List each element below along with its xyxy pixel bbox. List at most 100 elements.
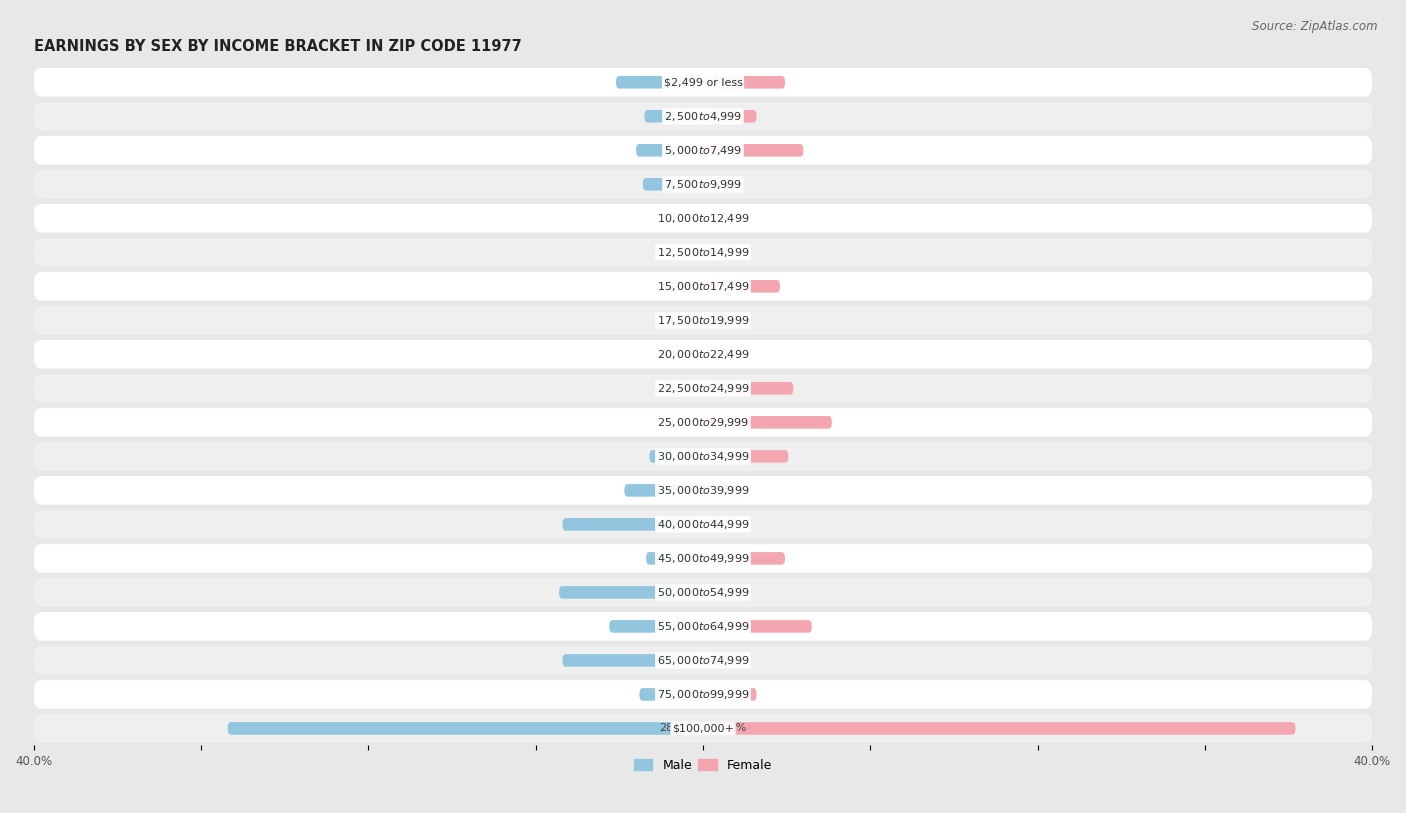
FancyBboxPatch shape: [616, 76, 703, 89]
FancyBboxPatch shape: [34, 646, 1372, 675]
Text: 0.7%: 0.7%: [711, 247, 740, 258]
FancyBboxPatch shape: [683, 246, 703, 259]
Text: $20,000 to $22,499: $20,000 to $22,499: [657, 348, 749, 361]
Text: 2.6%: 2.6%: [711, 655, 740, 665]
Text: 0.45%: 0.45%: [659, 350, 695, 359]
Text: 2.5%: 2.5%: [666, 281, 695, 291]
Text: 35.4%: 35.4%: [711, 724, 747, 733]
FancyBboxPatch shape: [703, 178, 730, 190]
FancyBboxPatch shape: [34, 578, 1372, 606]
Text: 8.4%: 8.4%: [666, 520, 695, 529]
FancyBboxPatch shape: [647, 552, 703, 565]
FancyBboxPatch shape: [703, 552, 785, 565]
FancyBboxPatch shape: [34, 442, 1372, 471]
FancyBboxPatch shape: [703, 620, 811, 633]
FancyBboxPatch shape: [34, 476, 1372, 505]
Text: 0.0%: 0.0%: [711, 213, 740, 224]
Text: $12,500 to $14,999: $12,500 to $14,999: [657, 246, 749, 259]
FancyBboxPatch shape: [703, 110, 756, 123]
FancyBboxPatch shape: [562, 518, 703, 531]
FancyBboxPatch shape: [34, 306, 1372, 335]
Text: 2.3%: 2.3%: [711, 315, 740, 325]
FancyBboxPatch shape: [34, 408, 1372, 437]
FancyBboxPatch shape: [661, 280, 703, 293]
FancyBboxPatch shape: [703, 450, 789, 463]
FancyBboxPatch shape: [34, 374, 1372, 402]
Text: 1.6%: 1.6%: [711, 180, 740, 189]
Text: 0.0%: 0.0%: [711, 350, 740, 359]
FancyBboxPatch shape: [562, 654, 703, 667]
Text: $25,000 to $29,999: $25,000 to $29,999: [657, 416, 749, 429]
FancyBboxPatch shape: [703, 722, 1295, 735]
Text: $100,000+: $100,000+: [672, 724, 734, 733]
Text: 2.5%: 2.5%: [711, 588, 740, 598]
Text: 28.4%: 28.4%: [659, 724, 695, 733]
FancyBboxPatch shape: [697, 212, 703, 224]
Text: $15,000 to $17,499: $15,000 to $17,499: [657, 280, 749, 293]
Text: 5.6%: 5.6%: [666, 621, 695, 632]
FancyBboxPatch shape: [636, 144, 703, 157]
FancyBboxPatch shape: [703, 654, 747, 667]
Text: $10,000 to $12,499: $10,000 to $12,499: [657, 212, 749, 225]
FancyBboxPatch shape: [624, 484, 703, 497]
Text: 3.6%: 3.6%: [666, 180, 695, 189]
Text: $5,000 to $7,499: $5,000 to $7,499: [664, 144, 742, 157]
FancyBboxPatch shape: [34, 238, 1372, 267]
Text: 5.1%: 5.1%: [711, 451, 740, 461]
Text: $55,000 to $64,999: $55,000 to $64,999: [657, 620, 749, 633]
Text: 3.2%: 3.2%: [666, 451, 695, 461]
Text: 8.6%: 8.6%: [666, 588, 695, 598]
Text: 1.2%: 1.2%: [666, 247, 695, 258]
Text: $2,499 or less: $2,499 or less: [664, 77, 742, 87]
FancyBboxPatch shape: [703, 246, 714, 259]
Text: EARNINGS BY SEX BY INCOME BRACKET IN ZIP CODE 11977: EARNINGS BY SEX BY INCOME BRACKET IN ZIP…: [34, 39, 522, 54]
Text: 3.2%: 3.2%: [711, 111, 740, 121]
FancyBboxPatch shape: [34, 612, 1372, 641]
Text: 2.3%: 2.3%: [711, 485, 740, 495]
FancyBboxPatch shape: [703, 144, 803, 157]
FancyBboxPatch shape: [668, 314, 703, 327]
Text: 4.0%: 4.0%: [666, 146, 695, 155]
Text: 4.9%: 4.9%: [711, 77, 740, 87]
Text: 0.34%: 0.34%: [659, 213, 695, 224]
Text: 6.5%: 6.5%: [711, 621, 740, 632]
FancyBboxPatch shape: [644, 110, 703, 123]
Text: 5.4%: 5.4%: [711, 384, 740, 393]
FancyBboxPatch shape: [643, 178, 703, 190]
Text: $7,500 to $9,999: $7,500 to $9,999: [664, 178, 742, 191]
Text: $45,000 to $49,999: $45,000 to $49,999: [657, 552, 749, 565]
FancyBboxPatch shape: [228, 722, 703, 735]
Text: $65,000 to $74,999: $65,000 to $74,999: [657, 654, 749, 667]
FancyBboxPatch shape: [696, 348, 703, 361]
Text: 8.4%: 8.4%: [666, 655, 695, 665]
FancyBboxPatch shape: [34, 510, 1372, 539]
Text: 3.4%: 3.4%: [666, 554, 695, 563]
Text: 3.5%: 3.5%: [666, 111, 695, 121]
Text: $75,000 to $99,999: $75,000 to $99,999: [657, 688, 749, 701]
Text: $50,000 to $54,999: $50,000 to $54,999: [657, 586, 749, 599]
FancyBboxPatch shape: [659, 382, 703, 394]
FancyBboxPatch shape: [703, 586, 745, 598]
Text: 4.9%: 4.9%: [711, 554, 740, 563]
Text: 1.2%: 1.2%: [711, 520, 740, 529]
Text: 2.1%: 2.1%: [666, 315, 695, 325]
FancyBboxPatch shape: [34, 136, 1372, 164]
Legend: Male, Female: Male, Female: [628, 754, 778, 776]
Text: Source: ZipAtlas.com: Source: ZipAtlas.com: [1253, 20, 1378, 33]
Text: 5.2%: 5.2%: [666, 77, 695, 87]
Text: $17,500 to $19,999: $17,500 to $19,999: [657, 314, 749, 327]
FancyBboxPatch shape: [34, 544, 1372, 572]
FancyBboxPatch shape: [703, 518, 723, 531]
Text: 4.7%: 4.7%: [666, 485, 695, 495]
FancyBboxPatch shape: [34, 272, 1372, 301]
FancyBboxPatch shape: [650, 450, 703, 463]
FancyBboxPatch shape: [703, 314, 741, 327]
FancyBboxPatch shape: [609, 620, 703, 633]
FancyBboxPatch shape: [703, 76, 785, 89]
Text: 3.8%: 3.8%: [666, 689, 695, 699]
FancyBboxPatch shape: [34, 170, 1372, 198]
Text: $35,000 to $39,999: $35,000 to $39,999: [657, 484, 749, 497]
FancyBboxPatch shape: [703, 484, 741, 497]
Text: $40,000 to $44,999: $40,000 to $44,999: [657, 518, 749, 531]
FancyBboxPatch shape: [703, 382, 793, 394]
